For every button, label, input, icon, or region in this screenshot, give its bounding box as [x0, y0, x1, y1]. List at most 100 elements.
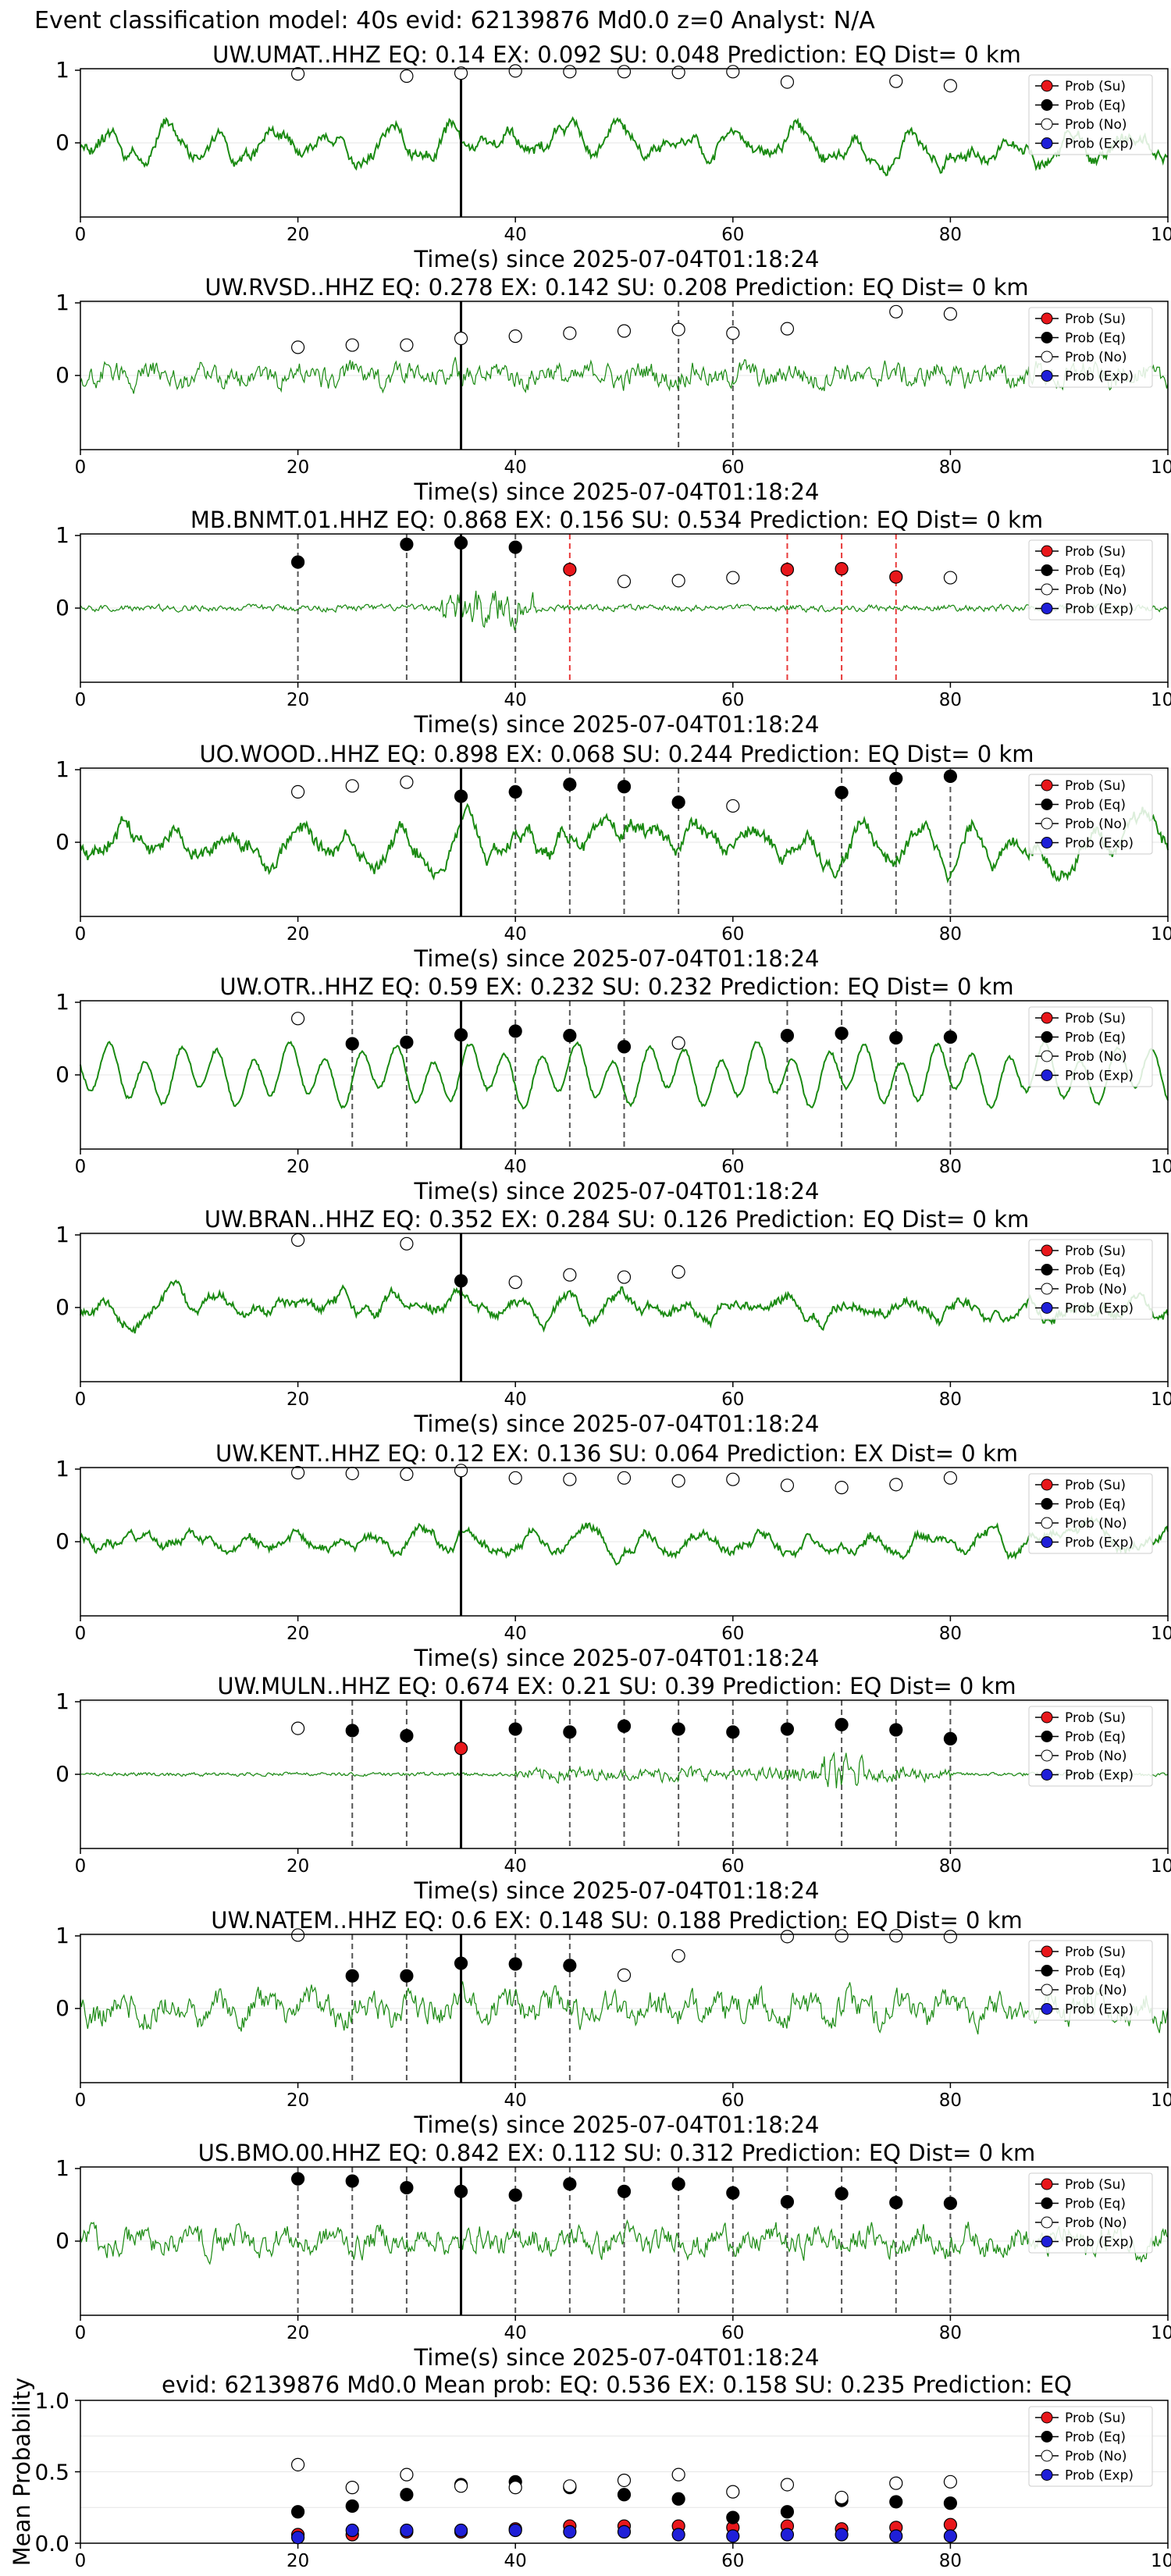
y-tick-label: 1	[55, 1456, 69, 1482]
chart-panel-10: 0 20 40 60 80 100 1 0 US.BMO.00.HHZ EQ: 0.842 EX…	[55, 2140, 1171, 2371]
legend-marker	[1041, 2450, 1053, 2462]
legend-marker	[1041, 2216, 1053, 2229]
x-tick-label: 0	[75, 1157, 87, 1177]
waveform-trace	[80, 1515, 1169, 1566]
x-tick-label: 80	[939, 1624, 962, 1644]
prob-marker-eq	[508, 1024, 522, 1038]
x-axis-label: Time(s) since 2025-07-04T01:18:24	[414, 246, 820, 272]
prob-marker-eq	[835, 1026, 849, 1041]
prob-marker-eq	[943, 2196, 958, 2211]
y-tick-label: 1	[55, 522, 69, 548]
legend-marker	[1041, 1769, 1053, 1781]
prob-marker-no	[345, 779, 359, 793]
prob-marker-eq	[345, 2174, 359, 2188]
prob-marker-eq	[454, 1028, 468, 1042]
prob-marker-eq	[617, 780, 632, 794]
prob-marker-eq	[563, 1725, 577, 1739]
mean-prob-point-no	[726, 2485, 740, 2499]
x-tick-label: 20	[287, 1157, 309, 1177]
mean-prob-point-eq	[889, 2495, 903, 2509]
prob-marker-eq	[671, 2177, 685, 2191]
y-tick-label: 1	[55, 1688, 69, 1714]
legend-label: Prob (Eq)	[1065, 1030, 1126, 1046]
x-tick-label: 40	[504, 457, 527, 478]
chart-panel-9: 0 20 40 60 80 100 1 0 UW.NATEM..HHZ EQ: 0.6 EX: …	[55, 1907, 1171, 2138]
legend-label: Prob (No)	[1065, 1516, 1127, 1532]
prob-marker-no	[400, 1236, 414, 1251]
legend-marker	[1041, 2411, 1053, 2424]
panel-title: UO.WOOD..HHZ EQ: 0.898 EX: 0.068 SU: 0.2…	[199, 741, 1034, 767]
x-tick-label: 60	[721, 2323, 744, 2343]
prob-marker-no	[943, 79, 958, 93]
legend-marker	[1041, 1965, 1053, 1976]
legend-label: Prob (Exp)	[1065, 602, 1134, 617]
x-tick-label: 80	[939, 2323, 962, 2343]
prob-marker-no	[780, 322, 795, 336]
legend-box	[1028, 539, 1153, 621]
legend-marker	[1041, 1050, 1053, 1062]
prob-marker-no	[345, 1466, 359, 1481]
legend-marker	[1041, 2178, 1053, 2190]
prob-marker-eq	[400, 1729, 414, 1743]
panel-title: evid: 62139876 Md0.0 Mean prob: EQ: 0.53…	[162, 2371, 1072, 2398]
panel-title: UW.KENT..HHZ EQ: 0.12 EX: 0.136 SU: 0.06…	[215, 1440, 1018, 1467]
x-tick-label: 60	[721, 690, 744, 710]
legend-box	[1028, 1706, 1153, 1787]
prob-marker-eq	[780, 1722, 795, 1736]
legend-box	[1028, 307, 1153, 388]
legend-label: Prob (No)	[1065, 1983, 1127, 1998]
mean-prob-point-exp	[508, 2523, 522, 2538]
prob-marker-no	[671, 1948, 685, 1963]
legend-marker	[1041, 545, 1053, 557]
x-tick-label: 40	[504, 225, 527, 245]
prob-marker-no	[780, 75, 795, 89]
prob-marker-eq	[508, 785, 522, 799]
prob-marker-eq	[454, 1274, 468, 1288]
x-tick-label: 100	[1151, 225, 1171, 245]
legend-label: Prob (Exp)	[1065, 2468, 1134, 2484]
legend-label: Prob (No)	[1065, 582, 1127, 598]
prob-marker-no	[508, 329, 522, 343]
legend-label: Prob (Exp)	[1065, 137, 1134, 152]
x-tick-label: 80	[939, 225, 962, 245]
mean-prob-point-eq	[291, 2505, 305, 2519]
prob-marker-eq	[835, 2186, 849, 2201]
mean-prob-point-no	[943, 2475, 958, 2489]
x-tick-label: 100	[1151, 1157, 1171, 1177]
x-tick-label: 100	[1151, 2090, 1171, 2111]
prob-marker-eq	[563, 2177, 577, 2191]
legend-box	[1028, 1006, 1153, 1087]
x-tick-label: 0	[75, 225, 87, 245]
waveform-trace	[80, 590, 1169, 631]
legend-label: Prob (No)	[1065, 817, 1127, 832]
mean-prob-point-no	[454, 2479, 468, 2493]
x-tick-label: 80	[939, 924, 962, 945]
prob-marker-eq	[345, 1724, 359, 1738]
prob-marker-su	[454, 1742, 468, 1756]
mean-prob-point-no	[617, 2473, 632, 2488]
prob-marker-no	[835, 1929, 849, 1943]
y-tick-label: 0	[55, 829, 69, 855]
legend-label: Prob (Exp)	[1065, 1069, 1134, 1084]
x-tick-label: 40	[504, 690, 527, 710]
prob-marker-no	[291, 1233, 305, 1247]
legend-label: Prob (Su)	[1065, 778, 1126, 794]
x-axis-label: Time(s) since 2025-07-04T01:18:24	[414, 2112, 820, 2138]
mean-prob-point-no	[780, 2478, 795, 2492]
y-tick-label: 0	[55, 2228, 69, 2254]
legend-label: Prob (Exp)	[1065, 1535, 1134, 1551]
x-tick-label: 100	[1151, 1389, 1171, 1410]
x-tick-label: 60	[721, 2551, 744, 2571]
waveform-trace	[80, 1279, 1169, 1334]
legend-label: Prob (Su)	[1065, 2177, 1126, 2193]
prob-marker-eq	[617, 1719, 632, 1733]
waveform-trace	[80, 1981, 1169, 2035]
y-axis-label: Mean Probability	[9, 2378, 35, 2567]
prob-marker-no	[726, 1472, 740, 1486]
prob-marker-no	[889, 304, 903, 318]
chart-panel-8: 0 20 40 60 80 100 1 0 UW.MULN..HHZ EQ: 0.674 EX:…	[55, 1673, 1171, 1904]
prob-marker-no	[400, 338, 414, 352]
prob-marker-no	[617, 1270, 632, 1284]
prob-marker-no	[617, 575, 632, 589]
prob-marker-no	[400, 69, 414, 84]
